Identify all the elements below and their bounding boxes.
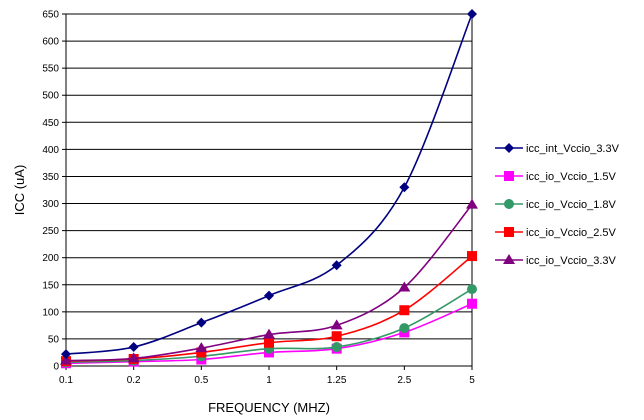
data-point (467, 9, 477, 19)
y-tick-label: 300 (42, 199, 59, 210)
legend-item: icc_int_Vccio_3.3V (495, 143, 620, 155)
data-point (466, 198, 478, 209)
x-tick-label: 0.1 (59, 375, 73, 386)
y-tick-label: 650 (42, 10, 59, 21)
legend-item: icc_io_Vccio_2.5V (495, 227, 617, 239)
data-point (398, 281, 411, 292)
y-tick-label: 250 (42, 226, 59, 237)
x-tick-label: 5 (469, 375, 475, 386)
y-tick-label: 200 (42, 253, 59, 264)
y-tick-label: 150 (42, 280, 59, 291)
series-group (60, 9, 478, 369)
y-tick-label: 400 (42, 145, 59, 156)
data-point (196, 347, 207, 358)
x-tick-label: 0.2 (127, 375, 141, 386)
series-icc_io_Vccio_3.3V (60, 198, 478, 365)
data-point (467, 251, 477, 262)
x-tick-label: 1.25 (327, 375, 347, 386)
series-icc_int_Vccio_3.3V (61, 9, 477, 360)
data-point (331, 260, 342, 271)
data-point (331, 331, 342, 342)
plot-area (65, 13, 473, 367)
data-point (264, 290, 274, 301)
data-point (128, 342, 139, 353)
data-point (399, 182, 410, 193)
y-axis-ticks: 0 50 100 150 200 250 300 350 400 450 500 550 600 650 (42, 10, 66, 373)
y-tick-label: 100 (42, 307, 59, 318)
data-point (331, 342, 342, 353)
data-point (467, 284, 477, 295)
data-point (127, 352, 140, 363)
data-point (60, 354, 72, 365)
legend-label: icc_io_Vccio_2.5V (526, 227, 617, 239)
x-axis-title: FREQUENCY (MHZ) (208, 400, 330, 415)
x-axis-ticks: 0.1 0.2 0.5 1 1.25 2.5 5 (59, 366, 475, 386)
x-tick-label: 2.5 (397, 375, 411, 386)
legend-label: icc_io_Vccio_1.5V (526, 171, 617, 183)
y-tick-label: 600 (42, 37, 59, 48)
gridlines (66, 40, 472, 340)
data-point (467, 298, 477, 309)
y-tick-label: 0 (53, 362, 59, 373)
legend-marker (503, 254, 515, 264)
legend-label: icc_int_Vccio_3.3V (526, 143, 620, 155)
data-point (263, 328, 275, 339)
y-tick-label: 50 (48, 334, 60, 345)
legend-marker (504, 143, 514, 153)
y-tick-label: 450 (42, 118, 59, 129)
legend-item: icc_io_Vccio_1.8V (495, 199, 617, 211)
x-tick-label: 1 (266, 375, 272, 386)
data-point (399, 323, 410, 334)
y-tick-label: 550 (42, 64, 59, 75)
y-tick-label: 500 (42, 91, 59, 102)
y-tick-label: 350 (42, 172, 59, 183)
legend-marker (504, 199, 514, 209)
data-point (264, 337, 274, 348)
x-tick-label: 0.5 (194, 375, 208, 386)
data-point (399, 305, 410, 316)
legend-item: icc_io_Vccio_1.5V (495, 171, 617, 183)
legend-marker (504, 171, 514, 181)
data-point (196, 317, 207, 328)
legend-item: icc_io_Vccio_3.3V (495, 254, 617, 267)
legend: icc_int_Vccio_3.3V icc_io_Vccio_1.5V icc_i… (495, 143, 620, 267)
data-point (330, 319, 343, 330)
legend-label: icc_io_Vccio_1.8V (526, 199, 617, 211)
y-axis-title: ICC (uA) (12, 165, 27, 216)
data-point (195, 342, 208, 353)
legend-marker (504, 227, 514, 237)
data-point (61, 349, 71, 360)
legend-label: icc_io_Vccio_3.3V (526, 255, 617, 267)
